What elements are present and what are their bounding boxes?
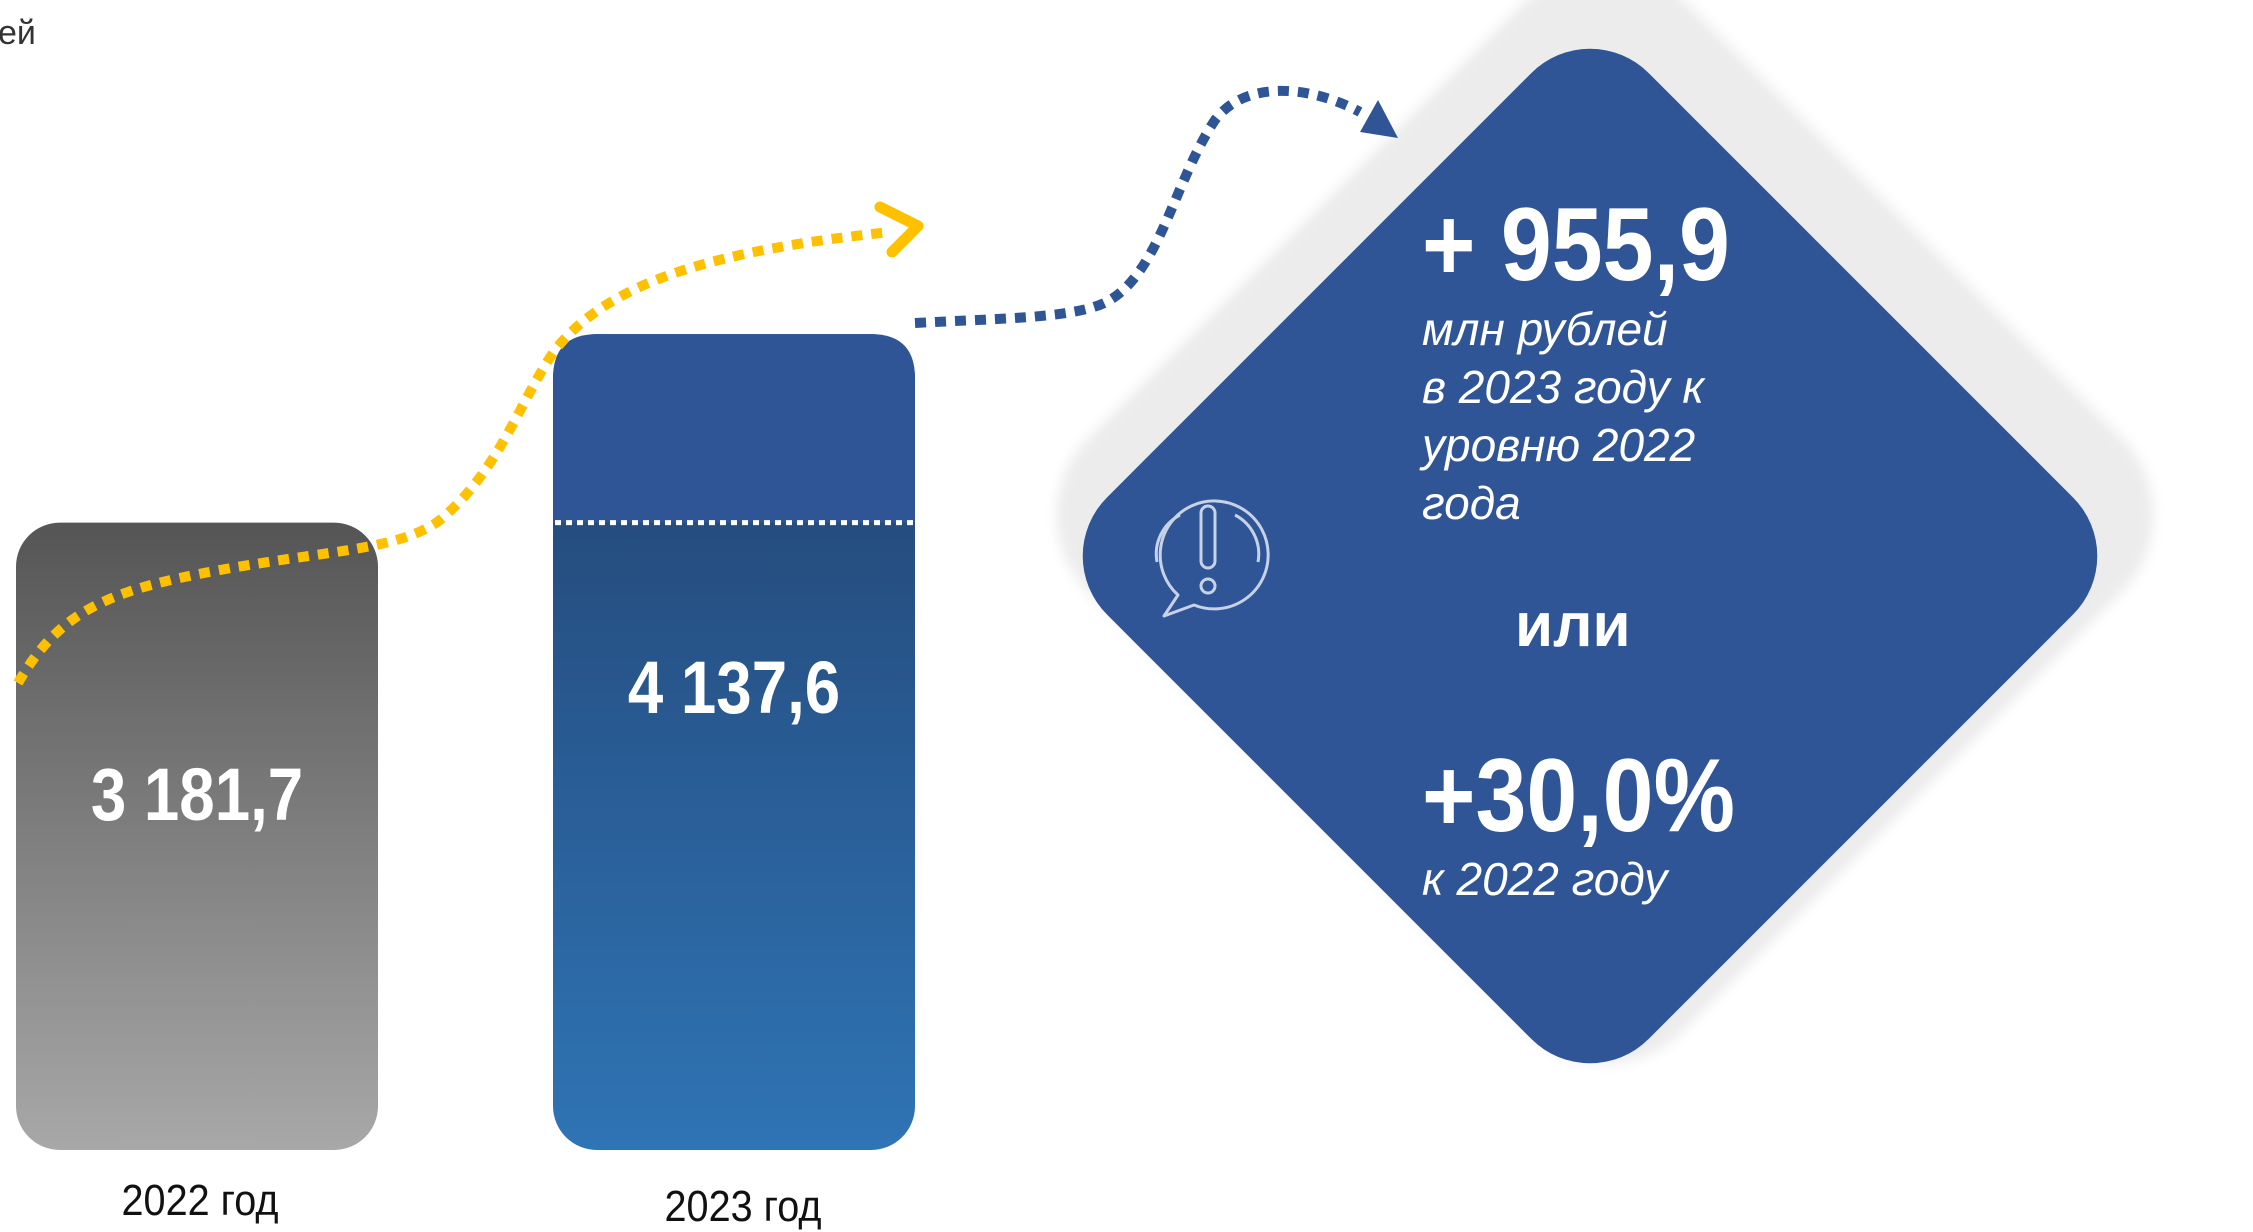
delta-text-line-3: уровню 2022 bbox=[1422, 419, 1696, 471]
bar-2023-increase-segment bbox=[553, 334, 915, 523]
bar-2023 bbox=[553, 334, 915, 1150]
delta-text-line-1: млн рублей bbox=[1422, 303, 1668, 355]
delta-text-line-2: в 2023 году к bbox=[1422, 361, 1705, 413]
delta-value: + 955,9 bbox=[1422, 187, 1730, 303]
or-word: или bbox=[1515, 591, 1631, 660]
callout-diamond bbox=[1082, 48, 2098, 1064]
percent-text: к 2022 году bbox=[1422, 853, 1668, 905]
trend-arrowhead bbox=[874, 201, 924, 258]
bar-value-2023: 4 137,6 bbox=[627, 646, 841, 729]
callout-arrow bbox=[914, 85, 1363, 328]
bar-value-2022: 3 181,7 bbox=[90, 753, 304, 836]
delta-text-line-4: года bbox=[1422, 477, 1521, 529]
exclamation-speech-bubble-icon bbox=[1154, 499, 1270, 618]
category-label-2022: 2022 год bbox=[121, 1176, 279, 1225]
delta-text: млн рублей в 2023 году к уровню 2022 год… bbox=[1422, 300, 1704, 532]
bars-group bbox=[16, 334, 915, 1150]
percent-value: +30,0% bbox=[1422, 738, 1735, 854]
bar-2022 bbox=[16, 522, 378, 1150]
unit-label: ей bbox=[0, 14, 36, 52]
category-label-2023: 2023 год bbox=[664, 1182, 822, 1231]
callout-arrowhead bbox=[1360, 100, 1398, 138]
